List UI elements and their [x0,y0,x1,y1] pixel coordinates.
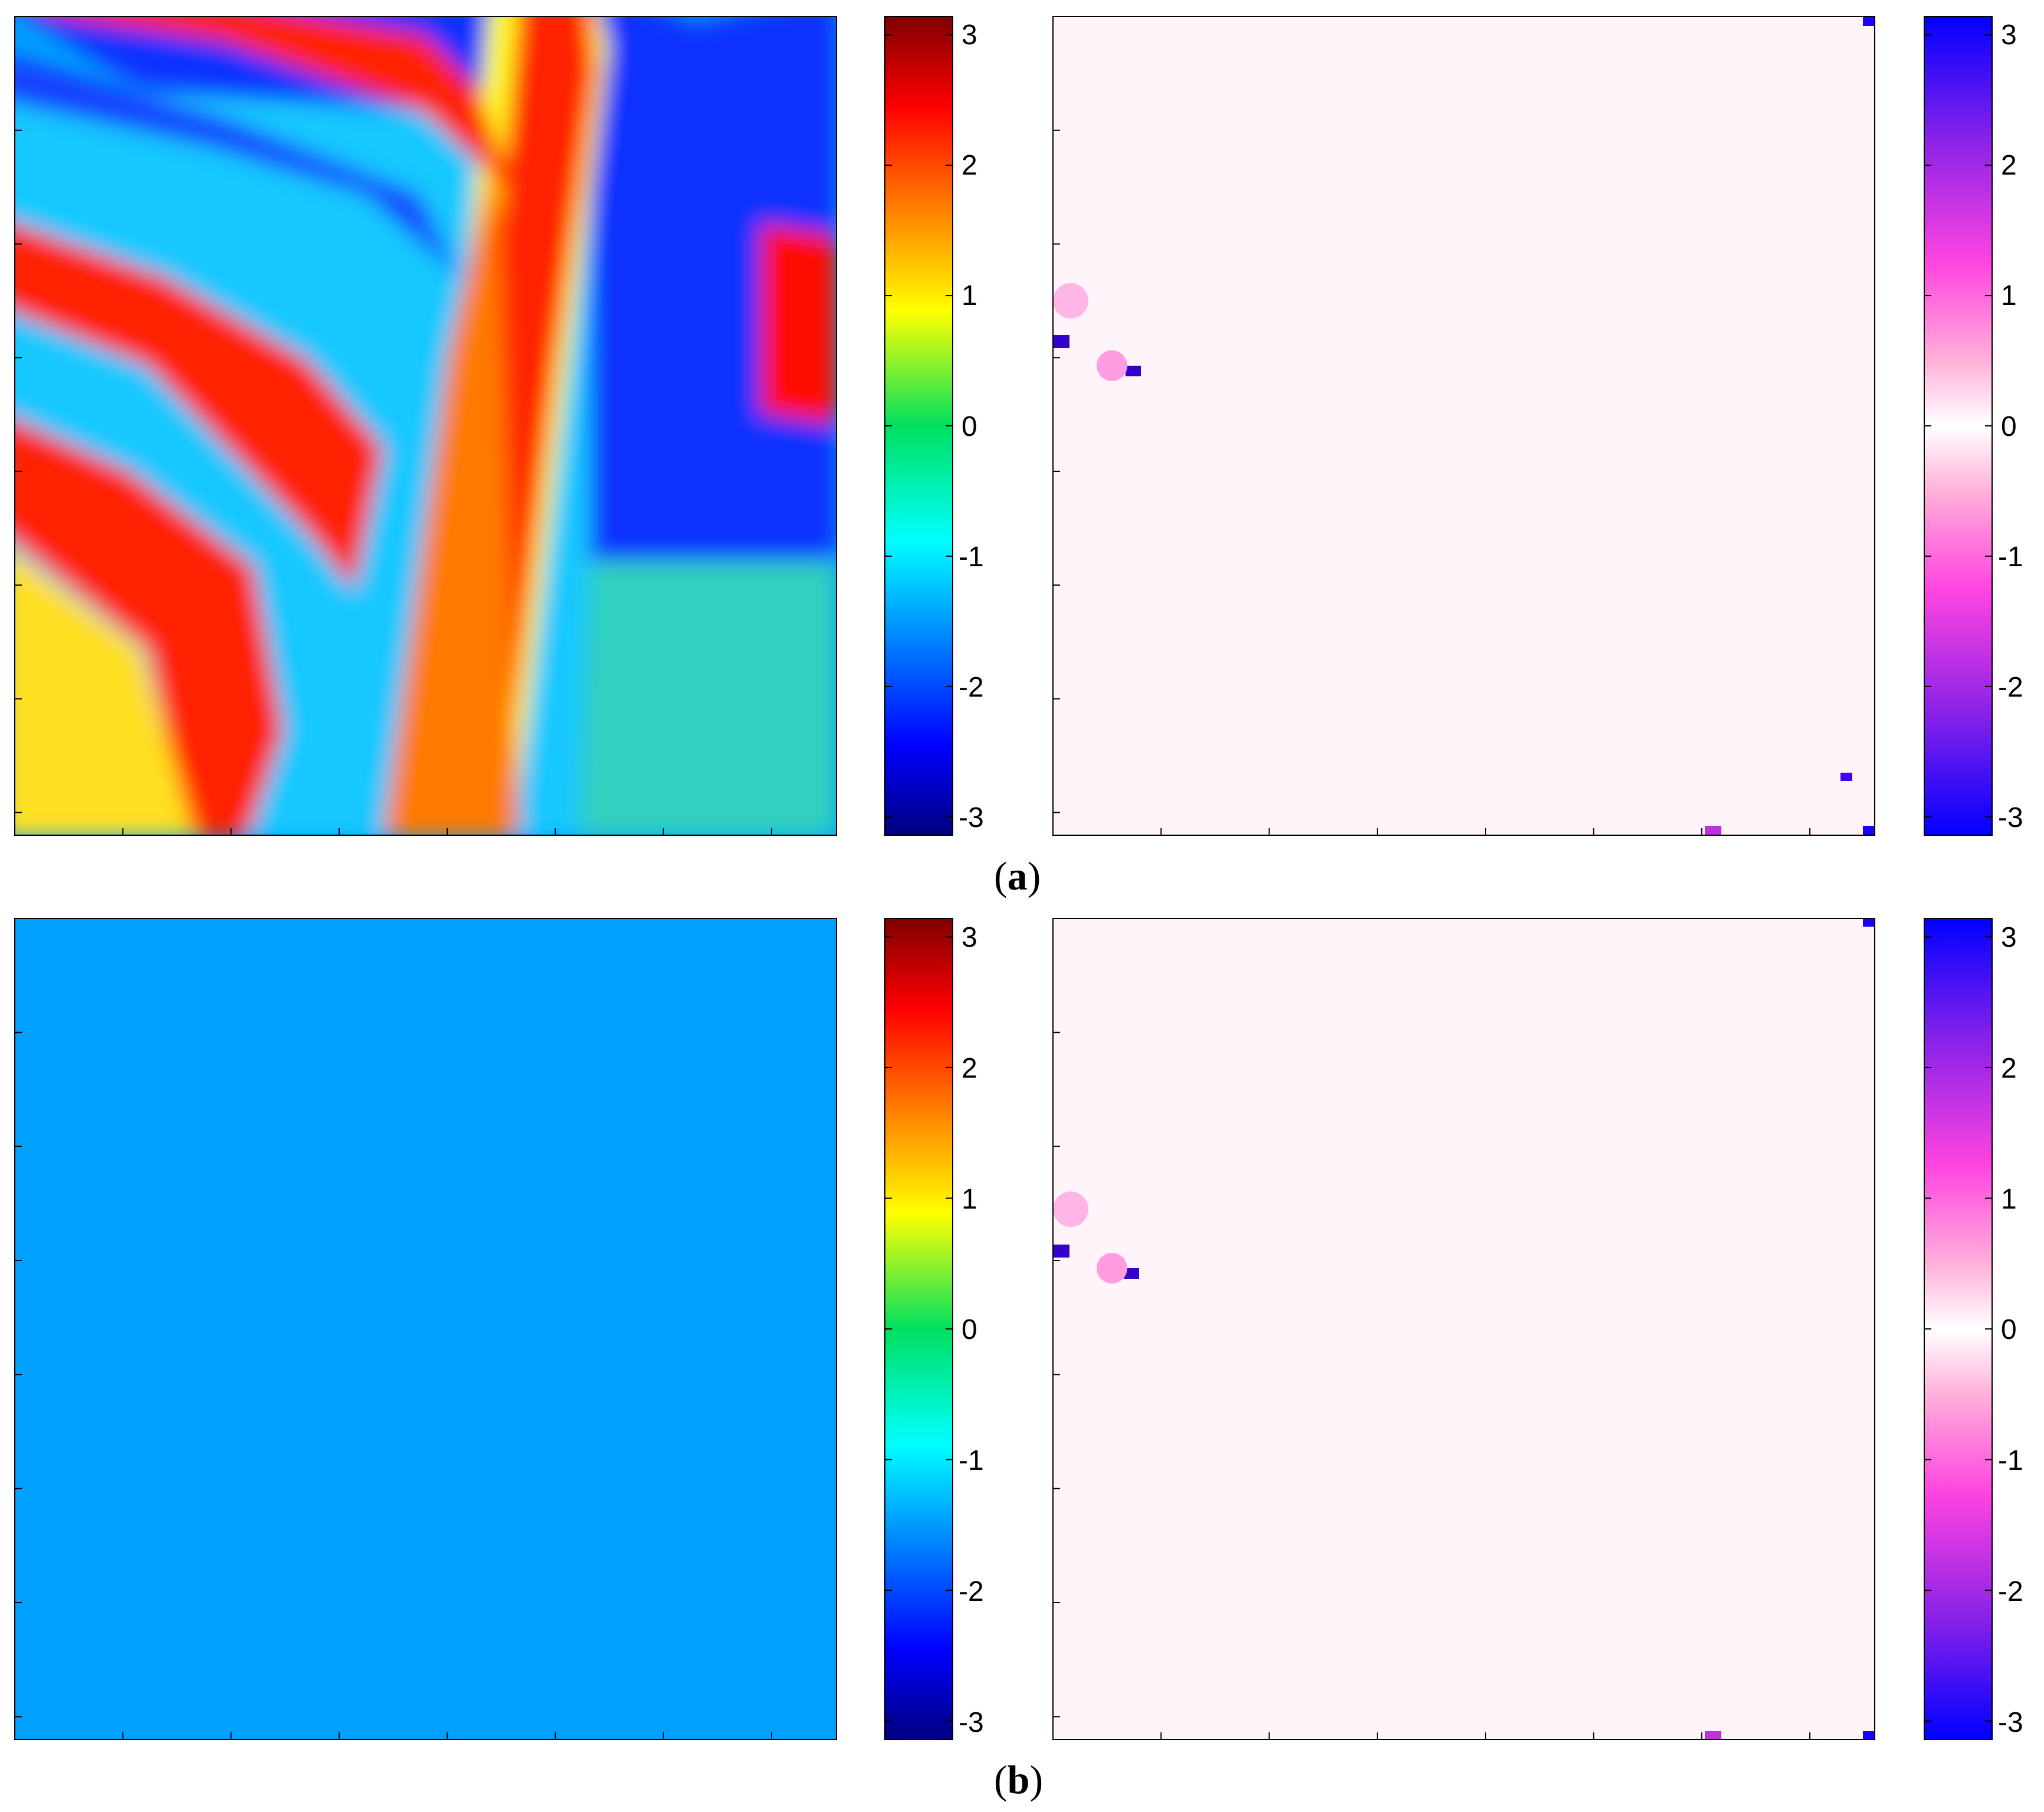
colorbar-b-phase-labels: 3 2 1 0 -1 -2 -3 [959,922,984,1738]
panel-label-b: (b) [994,1757,1043,1802]
colorbar-tick-label: 1 [962,280,977,311]
colorbar-tick-label: 1 [962,1184,977,1215]
colorbar-tick-label: 1 [2001,1184,2017,1215]
phase-map-a [14,16,837,836]
colorbar-b-diff-labels: 3 2 1 0 -1 -2 -3 [1998,922,2023,1738]
colorbar-tick-label: -2 [1998,1576,2023,1607]
colorbar-a-diff [1924,16,1993,836]
phase-map-b [14,918,837,1740]
colorbar-a-diff-labels: 3 2 1 0 -1 -2 -3 [1998,19,2023,833]
colorbar-tick-label: -3 [1998,1707,2023,1738]
diff-map-a [1052,16,1875,836]
colorbar-tick-label: 3 [2001,922,2017,953]
colorbar-tick-label: 3 [962,19,977,51]
colorbar-b-diff [1924,918,1993,1740]
colorbar-tick-label: -2 [1998,672,2023,703]
colorbar-tick-label: 2 [962,1053,977,1084]
colorbar-tick-label: 0 [2001,411,2017,442]
colorbar-tick-label: 2 [2001,1053,2017,1084]
panel-label-a: (a) [994,854,1041,898]
colorbar-tick-label: -1 [1998,541,2023,573]
colorbar-a-phase [884,16,953,836]
colorbar-tick-label: -3 [959,1707,984,1738]
colorbar-tick-label: -1 [1998,1445,2023,1476]
colorbar-a-phase-labels: 3 2 1 0 -1 -2 -3 [959,19,984,833]
colorbar-tick-label: 1 [2001,280,2017,311]
colorbar-tick-label: -3 [959,802,984,833]
colorbar-tick-label: -3 [1998,802,2023,833]
colorbar-tick-label: -2 [959,672,984,703]
colorbar-tick-label: 0 [962,411,977,442]
colorbar-tick-label: 3 [2001,19,2017,51]
colorbar-tick-label: -1 [959,541,984,573]
colorbar-tick-label: 2 [962,150,977,181]
colorbar-tick-label: 0 [962,1314,977,1345]
colorbar-tick-label: 2 [2001,150,2017,181]
diff-map-b [1052,918,1875,1740]
colorbar-tick-label: -1 [959,1445,984,1476]
colorbar-tick-label: -2 [959,1576,984,1607]
colorbar-tick-label: 0 [2001,1314,2017,1345]
colorbar-tick-label: 3 [962,922,977,953]
colorbar-b-phase [884,918,953,1740]
